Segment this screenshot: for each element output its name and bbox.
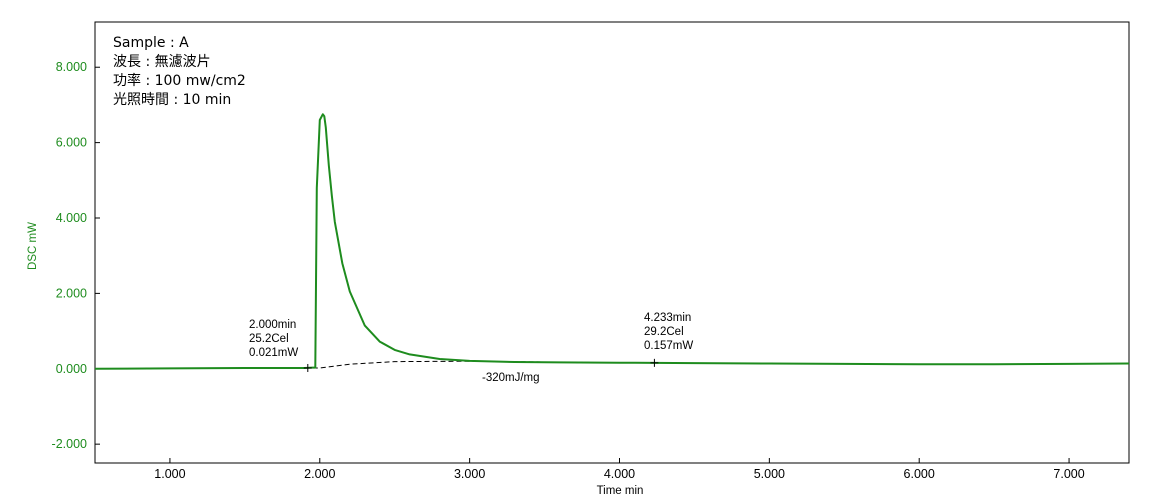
annotation-end-temp: 29.2Cel	[644, 326, 684, 338]
x-tick-label: 3.000	[454, 467, 485, 481]
y-axis-ticks: -2.000 0.000 2.000 4.000 6.000 8.000	[52, 60, 100, 451]
x-tick-label: 1.000	[154, 467, 185, 481]
info-sample-line: Sample : A	[113, 35, 189, 51]
info-power-line: 功率 : 100 mw/cm2	[113, 72, 246, 89]
x-tick-label: 2.000	[304, 467, 335, 481]
x-tick-label: 4.000	[604, 467, 635, 481]
info-wavelength-line: 波長 : 無濾波片	[113, 54, 211, 70]
x-tick-label: 6.000	[904, 467, 935, 481]
dsc-series-line	[94, 113, 1130, 370]
annotation-end-power: 0.157mW	[644, 340, 693, 352]
annotation-end-time: 4.233min	[644, 312, 691, 324]
series-layer	[94, 113, 1130, 370]
integration-baseline	[304, 360, 655, 369]
y-tick-label: 0.000	[56, 362, 87, 376]
y-tick-label: 8.000	[56, 60, 87, 74]
x-axis-title: Time min	[597, 485, 644, 497]
info-exposure-line: 光照時間 : 10 min	[113, 92, 231, 108]
marker-layer	[303, 358, 659, 372]
y-tick-label: -2.000	[52, 437, 87, 451]
y-tick-label: 6.000	[56, 136, 87, 150]
annotation-end: 4.233min 29.2Cel 0.157mW	[644, 312, 693, 352]
y-tick-label: 4.000	[56, 211, 87, 225]
plot-frame	[94, 21, 1130, 464]
peak-area-label: -320mJ/mg	[482, 372, 540, 384]
annotation-onset-temp: 25.2Cel	[249, 333, 289, 345]
x-axis-ticks: 1.000 2.000 3.000 4.000 5.000 6.000 7.000	[154, 458, 1085, 481]
x-tick-label: 5.000	[754, 467, 785, 481]
annotation-onset: 2.000min 25.2Cel 0.021mW	[249, 319, 298, 359]
y-tick-label: 2.000	[56, 286, 87, 300]
x-tick-label: 7.000	[1053, 467, 1084, 481]
annotation-onset-power: 0.021mW	[249, 347, 298, 359]
y-axis-title: DSC mW	[27, 222, 39, 270]
sample-info-block: Sample : A 波長 : 無濾波片 功率 : 100 mw/cm2 光照時…	[113, 35, 246, 108]
annotation-onset-time: 2.000min	[249, 319, 296, 331]
baseline-layer	[304, 360, 655, 369]
